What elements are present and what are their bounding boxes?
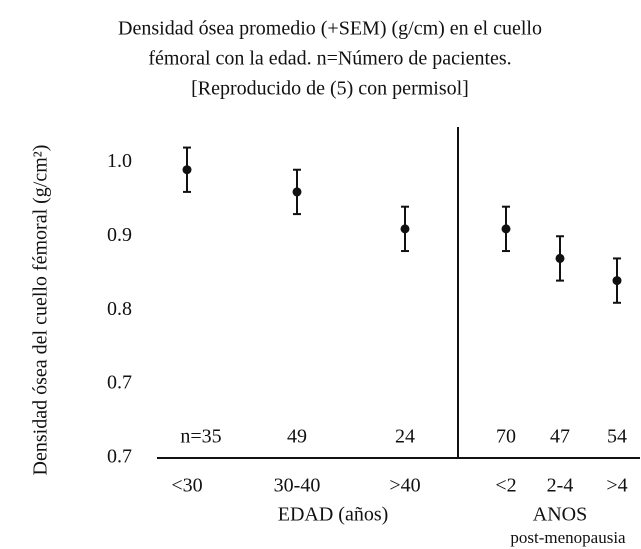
x-tick-label: 30-40: [274, 475, 321, 497]
x-tick-label: <30: [171, 475, 202, 497]
annotation: 70: [496, 426, 516, 448]
x-tick-label: >40: [389, 475, 420, 497]
data-point: [400, 224, 410, 234]
annotation: 47: [550, 426, 570, 448]
x-tick-label: <2: [495, 475, 516, 497]
x-tick-label: 2-4: [547, 475, 574, 497]
x-tick-label: >4: [606, 475, 627, 497]
data-point: [292, 187, 302, 197]
annotation: 49: [287, 426, 307, 448]
chart-title: Densidad ósea promedio (+SEM) (g/cm) en …: [118, 18, 542, 40]
data-point: [501, 224, 511, 234]
y-tick-label: 0.7: [107, 372, 132, 394]
y-tick-label: 0.8: [107, 298, 132, 320]
data-point: [612, 276, 622, 286]
y-tick-label: 0.7: [107, 446, 132, 468]
annotation: n=35: [180, 426, 221, 448]
y-axis-label: Densidad ósea del cuello fémoral (g/cm²): [30, 145, 52, 476]
y-tick-label: 1.0: [107, 150, 132, 172]
annotation: 24: [395, 426, 415, 448]
group-label: EDAD (años): [278, 504, 389, 526]
group-label: ANOS: [533, 504, 587, 526]
group-label: post-menopausia: [510, 528, 626, 547]
data-point: [555, 253, 565, 263]
annotation: 54: [607, 426, 627, 448]
y-tick-label: 0.9: [107, 224, 132, 246]
chart-title: fémoral con la edad. n=Número de pacient…: [148, 48, 511, 70]
chart-title: [Reproducido de (5) con permisol]: [191, 78, 469, 100]
data-point: [182, 165, 192, 175]
